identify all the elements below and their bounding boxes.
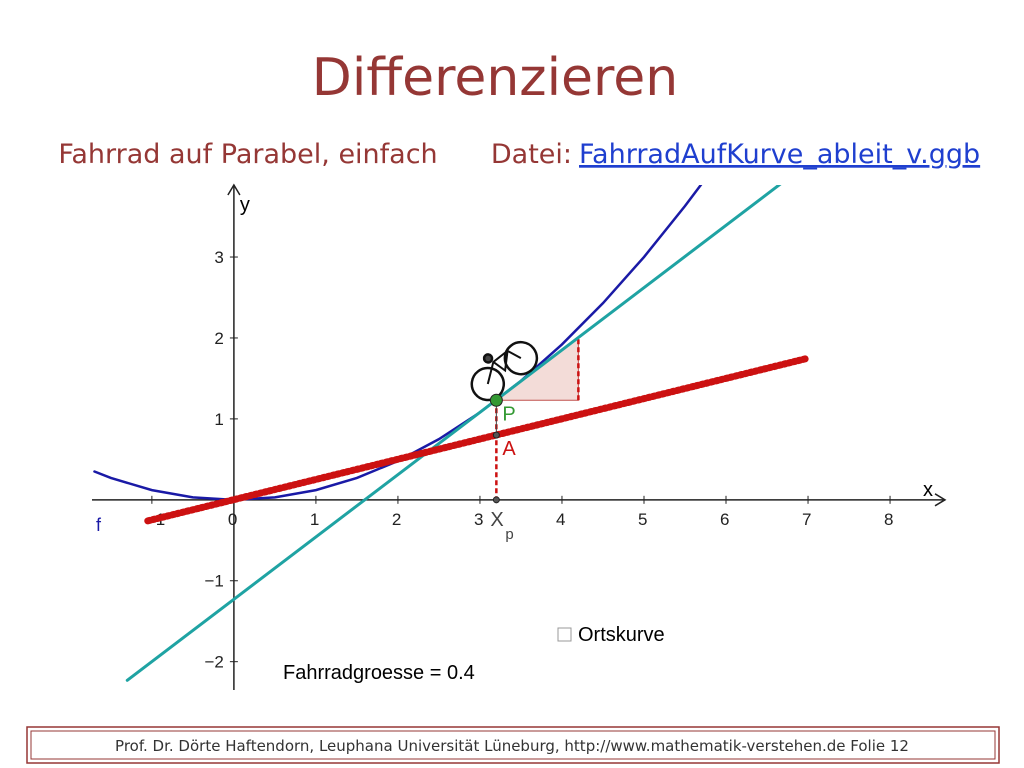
y-tick-label: 1 (214, 410, 223, 429)
curves (93, 185, 812, 682)
frame (486, 349, 522, 385)
footer-frame (26, 726, 1000, 764)
y-tick-label: 3 (214, 248, 223, 267)
y-axis-label: y (240, 194, 250, 216)
checkbox (557, 627, 572, 642)
footer: Prof. Dr. Dörte Haftendorn, Leuphana Uni… (115, 737, 909, 755)
x-tick-label: 0 (228, 510, 237, 529)
point-label: X (490, 509, 503, 531)
subtitle: Fahrrad auf Parabel, einfach (58, 139, 437, 170)
point (492, 496, 500, 504)
series-label: f (96, 515, 102, 535)
y-arrow (227, 183, 241, 196)
plot: xy−1 0 1 2 3 4 5 6 7 8−2−1123fPAXpOrtskurveFahrra… (92, 183, 947, 690)
x-tick-label: 1 (310, 510, 319, 529)
file-label: Datei: (491, 139, 572, 170)
checkbox-label: Ortskurve (578, 624, 665, 646)
y-tick-label: 2 (214, 329, 223, 348)
series-line (93, 185, 703, 502)
point (489, 393, 503, 407)
x-axis-label: x (923, 479, 933, 501)
footer-frame-inner (30, 730, 996, 760)
y-tick-label: −2 (205, 653, 224, 672)
slide-title: Differenzieren (312, 48, 678, 108)
x-tick-label: 6 (720, 510, 729, 529)
series-line (125, 185, 782, 682)
point-label: P (502, 403, 515, 425)
point (492, 431, 500, 439)
x-arrow (934, 493, 947, 507)
point-label: A (502, 438, 516, 460)
x-tick-label: 2 (392, 510, 401, 529)
y-tick-label: −1 (205, 572, 224, 591)
series-line (144, 354, 812, 525)
wheel (503, 340, 539, 376)
file-link[interactable]: FahrradAufKurve_ableit_v.ggb (579, 139, 980, 170)
x-tick-label: 4 (556, 510, 565, 529)
x-tick-label: 3 (474, 510, 483, 529)
x-tick-label: 8 (884, 510, 893, 529)
x-tick-label: 5 (638, 510, 647, 529)
point-label-sub: p (505, 526, 513, 543)
x-tick-label: 7 (802, 510, 811, 529)
seat (482, 353, 494, 364)
size-text: Fahrradgroesse = 0.4 (283, 662, 475, 684)
